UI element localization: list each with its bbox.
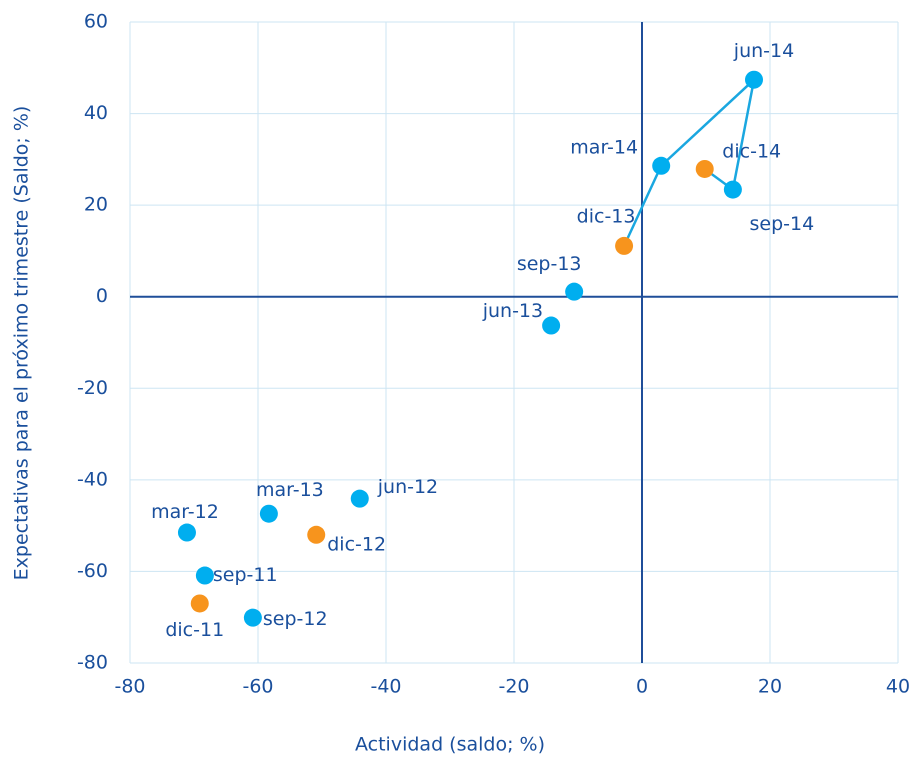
point — [615, 236, 634, 255]
point — [350, 489, 369, 508]
point-label: dic-13 — [577, 205, 636, 227]
y-tick-label: 60 — [84, 11, 108, 33]
point — [259, 504, 278, 523]
point-label: sep-14 — [750, 213, 815, 235]
point — [542, 316, 561, 335]
x-tick-label: 40 — [886, 676, 910, 698]
point — [745, 70, 763, 89]
x-tick-label: -80 — [114, 676, 145, 698]
y-tick-label: -60 — [77, 560, 108, 582]
connecting-line — [622, 76, 756, 247]
point — [177, 523, 196, 542]
point — [243, 608, 262, 627]
point — [565, 282, 584, 301]
x-tick-label: 20 — [758, 676, 782, 698]
point-label: mar-13 — [256, 479, 324, 501]
point-label: jun-13 — [482, 300, 543, 322]
x-tick-label: -60 — [242, 676, 273, 698]
point-label: mar-14 — [570, 136, 638, 158]
point-label: dic-11 — [165, 619, 224, 641]
x-tick-label: -40 — [370, 676, 401, 698]
y-tick-label: 20 — [84, 194, 108, 216]
y-tick-label: 0 — [96, 285, 108, 307]
x-tick-label: -20 — [498, 676, 529, 698]
point — [307, 525, 326, 544]
point-label: dic-12 — [327, 533, 386, 555]
point-label: sep-11 — [213, 564, 278, 586]
point-label: sep-13 — [517, 253, 582, 275]
point — [195, 566, 214, 585]
point-label: dic-14 — [722, 140, 781, 162]
point — [723, 180, 742, 199]
point-label: mar-12 — [151, 501, 219, 523]
point — [695, 159, 714, 178]
point — [190, 594, 209, 613]
y-tick-label: 40 — [84, 102, 108, 124]
y-tick-label: -20 — [77, 377, 108, 399]
y-axis-title: Expectativas para el próximo trimestre (… — [11, 106, 33, 581]
point-label: sep-12 — [263, 608, 328, 630]
x-axis-title: Actividad (saldo; %) — [355, 734, 545, 756]
x-tick-label: 0 — [636, 676, 648, 698]
point-label: jun-12 — [377, 476, 438, 498]
y-tick-label: -80 — [77, 652, 108, 674]
point — [652, 156, 671, 175]
y-tick-label: -40 — [77, 468, 108, 490]
point-label: jun-14 — [733, 40, 794, 62]
